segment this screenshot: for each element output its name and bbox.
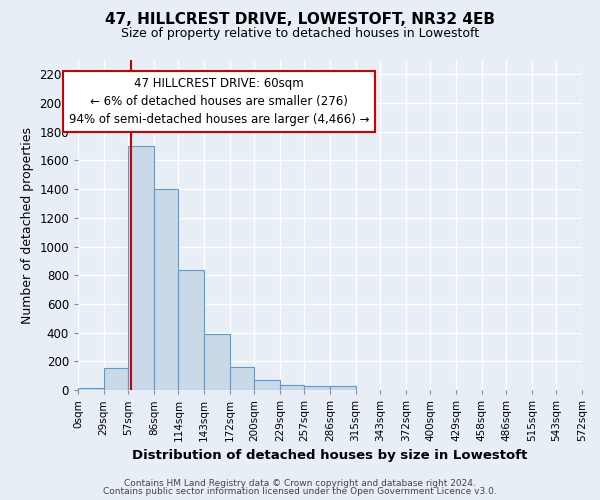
- Bar: [330, 386, 356, 390]
- Bar: [128, 146, 154, 390]
- X-axis label: Distribution of detached houses by size in Lowestoft: Distribution of detached houses by size …: [133, 450, 527, 462]
- Text: Size of property relative to detached houses in Lowestoft: Size of property relative to detached ho…: [121, 28, 479, 40]
- Text: 47, HILLCREST DRIVE, LOWESTOFT, NR32 4EB: 47, HILLCREST DRIVE, LOWESTOFT, NR32 4EB: [105, 12, 495, 28]
- Bar: [154, 189, 178, 390]
- Bar: [230, 367, 254, 390]
- Bar: [254, 380, 280, 390]
- Text: Contains public sector information licensed under the Open Government Licence v3: Contains public sector information licen…: [103, 487, 497, 496]
- Bar: [178, 270, 204, 390]
- Bar: [104, 368, 128, 390]
- Text: Contains HM Land Registry data © Crown copyright and database right 2024.: Contains HM Land Registry data © Crown c…: [124, 478, 476, 488]
- Bar: [304, 386, 330, 390]
- Y-axis label: Number of detached properties: Number of detached properties: [20, 126, 34, 324]
- Bar: [204, 334, 230, 390]
- Text: 47 HILLCREST DRIVE: 60sqm
← 6% of detached houses are smaller (276)
94% of semi-: 47 HILLCREST DRIVE: 60sqm ← 6% of detach…: [69, 77, 370, 126]
- Bar: [280, 385, 304, 390]
- Bar: [78, 388, 104, 390]
